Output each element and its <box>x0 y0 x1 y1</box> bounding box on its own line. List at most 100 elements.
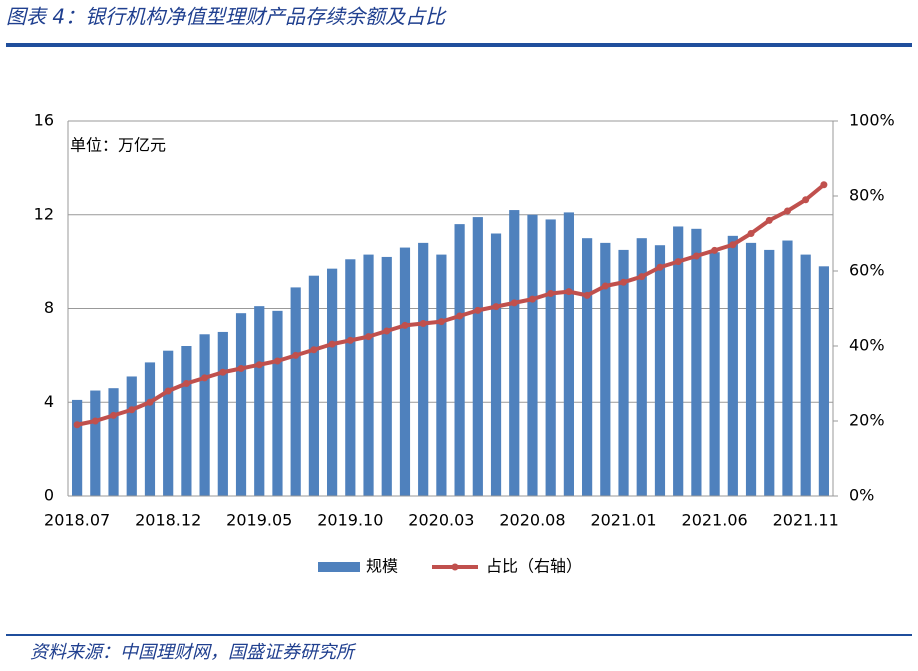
x-tick-label: 2021.11 <box>773 511 839 530</box>
y-tick-label: 12 <box>34 204 54 223</box>
y-tick-label: 16 <box>34 111 54 130</box>
line-marker <box>510 299 518 307</box>
bar <box>163 350 174 496</box>
y2-tick-label: 40% <box>849 336 885 355</box>
bar <box>800 254 811 496</box>
line-marker <box>383 327 391 335</box>
bar <box>90 390 101 496</box>
x-tick-label: 2019.10 <box>317 511 383 530</box>
line-marker <box>73 421 81 429</box>
bar <box>290 287 301 496</box>
bar <box>673 226 684 496</box>
line-marker <box>146 398 154 406</box>
unit-annotation: 单位：万亿元 <box>70 136 166 155</box>
bar <box>582 238 593 496</box>
legend-swatch-marker <box>451 563 459 571</box>
bar <box>636 238 647 496</box>
bar <box>181 346 192 496</box>
bar <box>527 214 538 496</box>
line-marker <box>182 380 190 387</box>
bar <box>363 254 374 496</box>
y2-tick-label: 60% <box>849 261 885 280</box>
line-marker <box>437 318 445 326</box>
bar <box>782 240 793 496</box>
bar <box>199 334 210 496</box>
line-marker <box>638 273 646 281</box>
y2-tick-label: 100% <box>849 111 895 130</box>
bar <box>709 252 720 496</box>
line-marker <box>346 336 354 344</box>
x-tick-label: 2020.03 <box>408 511 474 530</box>
line-marker <box>255 361 263 369</box>
line-marker <box>310 346 318 354</box>
y-tick-label: 4 <box>44 392 54 411</box>
line-marker <box>820 181 828 189</box>
bar <box>600 242 611 496</box>
bar <box>126 376 137 496</box>
legend-label: 占比（右轴） <box>486 557 582 576</box>
bar <box>727 235 738 496</box>
legend-label: 规模 <box>366 557 398 576</box>
line-marker <box>565 288 573 296</box>
bar <box>381 256 392 496</box>
legend-swatch <box>318 562 360 572</box>
y2-tick-label: 0% <box>849 486 874 505</box>
line-marker <box>474 306 482 314</box>
page-title: 图表 4：银行机构净值型理财产品存续余额及占比 <box>6 5 447 29</box>
bar <box>545 219 556 496</box>
line-marker <box>492 303 500 311</box>
line-marker <box>729 241 737 249</box>
bar <box>217 331 228 496</box>
bar <box>745 242 757 496</box>
bar <box>345 259 356 496</box>
bar <box>327 268 338 496</box>
x-tick-label: 2021.06 <box>682 511 748 530</box>
bar <box>563 212 574 496</box>
line-marker <box>711 246 719 254</box>
line-marker <box>219 368 227 376</box>
bar <box>509 210 520 496</box>
header-rule <box>6 43 912 47</box>
bar <box>472 217 483 496</box>
line-marker <box>620 278 628 286</box>
line-marker <box>601 282 609 290</box>
bar <box>108 388 119 496</box>
bar <box>272 310 283 496</box>
y2-tick-label: 80% <box>849 186 885 205</box>
line-marker <box>365 333 373 341</box>
bar <box>418 242 429 496</box>
x-tick-label: 2021.01 <box>590 511 656 530</box>
footer-rule <box>6 634 912 636</box>
bar <box>144 362 156 496</box>
y-tick-label: 0 <box>44 486 54 505</box>
bar <box>235 313 247 496</box>
line-marker <box>456 312 464 320</box>
y-tick-label: 8 <box>44 298 54 317</box>
bar <box>654 245 666 496</box>
line-marker <box>292 351 300 359</box>
y2-tick-label: 20% <box>849 411 885 430</box>
line-marker <box>674 258 682 266</box>
line-marker <box>164 387 172 395</box>
bar <box>399 247 411 496</box>
line-marker <box>128 406 136 414</box>
line-marker <box>747 230 755 237</box>
line-marker <box>547 290 555 297</box>
bar <box>818 266 829 496</box>
source-note: 资料来源：中国理财网，国盛证券研究所 <box>30 642 357 663</box>
line-marker <box>201 374 209 382</box>
bar <box>618 249 629 496</box>
line-marker <box>656 263 664 271</box>
line-marker <box>328 340 336 348</box>
x-tick-label: 2020.08 <box>499 511 565 530</box>
bar <box>454 224 465 496</box>
line-marker <box>91 417 99 425</box>
bar <box>72 399 83 496</box>
bar <box>490 233 502 496</box>
x-tick-label: 2019.05 <box>226 511 292 530</box>
bar <box>764 249 775 496</box>
line-marker <box>583 291 591 299</box>
line-marker <box>237 365 245 372</box>
